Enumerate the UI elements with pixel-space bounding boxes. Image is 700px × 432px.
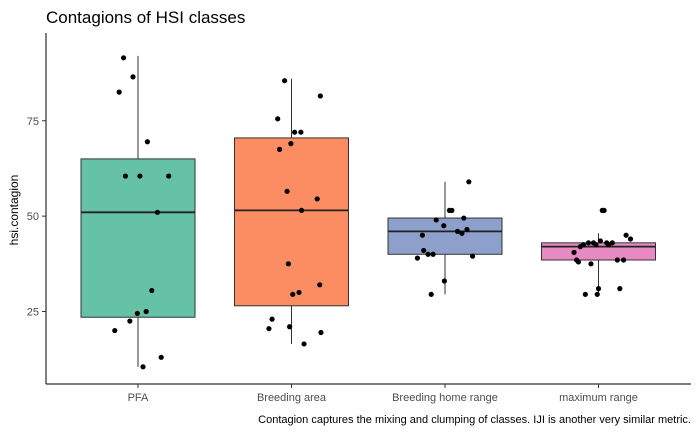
data-point [454, 228, 461, 234]
data-point [137, 173, 143, 179]
data-point [269, 316, 275, 322]
data-point [314, 196, 320, 202]
data-point [575, 259, 582, 265]
data-point [116, 89, 122, 95]
data-point [430, 251, 436, 257]
data-point [122, 173, 129, 179]
box-breeding-home-range [387, 217, 503, 255]
data-point [296, 289, 302, 296]
data-point [166, 173, 172, 179]
data-point [288, 141, 294, 147]
data-point [134, 310, 140, 317]
plot-area: 25 50 75 PFA Breeding area Breeding home rang… [27, 33, 691, 404]
chart-title: Contagions of HSI classes [46, 8, 245, 27]
data-point [421, 247, 427, 254]
data-point [298, 129, 304, 135]
data-point [433, 217, 439, 223]
data-point [601, 207, 607, 214]
data-point [617, 286, 623, 292]
chart-caption: Contagion captures the mixing and clumpi… [258, 414, 691, 426]
box-breeding-area [234, 137, 349, 307]
data-point [130, 74, 136, 80]
data-point [609, 240, 615, 246]
data-point [585, 240, 592, 246]
data-point [292, 129, 298, 135]
x-tick-label: Breeding home range [392, 392, 498, 404]
x-tick-label: maximum range [559, 392, 638, 404]
data-point [441, 223, 447, 229]
data-point [582, 291, 588, 297]
data-point [154, 209, 161, 215]
box-pfa [80, 158, 196, 318]
data-point [593, 242, 599, 248]
data-point [466, 179, 472, 185]
data-point [461, 215, 467, 221]
data-point [620, 257, 627, 263]
data-point [275, 116, 281, 122]
y-axis-label: hsi.contagion [7, 175, 21, 246]
data-point [144, 139, 151, 145]
data-point [266, 326, 272, 332]
y-tick-label: 75 [27, 116, 39, 128]
data-point [623, 232, 629, 238]
data-point [588, 261, 594, 267]
data-point [143, 308, 149, 315]
data-point [140, 364, 146, 370]
data-point [594, 291, 600, 297]
y-tick-label: 50 [27, 211, 39, 223]
data-point [614, 257, 620, 263]
data-point [580, 242, 587, 248]
data-point [414, 255, 421, 261]
data-point [597, 238, 603, 244]
x-tick-label: Breeding area [257, 392, 327, 404]
x-tick-label: PFA [128, 392, 149, 404]
data-point [276, 146, 283, 152]
data-point [301, 341, 307, 347]
data-point [285, 261, 291, 267]
data-point [149, 287, 155, 294]
data-point [284, 188, 290, 194]
data-point [571, 249, 577, 255]
data-point [158, 354, 164, 360]
data-point [290, 291, 296, 297]
data-point [317, 93, 323, 99]
data-point [441, 278, 447, 284]
data-point [127, 318, 133, 324]
data-point [112, 327, 118, 334]
data-point [425, 251, 431, 257]
data-point [318, 329, 324, 336]
data-point [464, 226, 470, 233]
data-point [419, 232, 426, 238]
data-point [459, 230, 465, 236]
data-point [287, 324, 293, 330]
data-point [298, 207, 305, 214]
data-point [317, 282, 323, 288]
data-point [282, 78, 288, 84]
data-point [469, 253, 476, 259]
data-point [120, 55, 127, 61]
y-tick-label: 25 [27, 307, 39, 319]
data-point [627, 236, 634, 242]
data-point [449, 207, 455, 214]
data-point [428, 291, 434, 297]
data-point [595, 286, 602, 292]
